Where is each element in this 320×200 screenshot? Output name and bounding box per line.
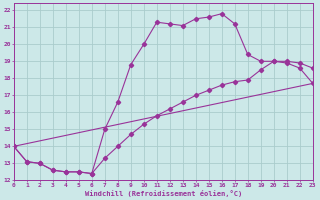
X-axis label: Windchill (Refroidissement éolien,°C): Windchill (Refroidissement éolien,°C) (84, 190, 242, 197)
